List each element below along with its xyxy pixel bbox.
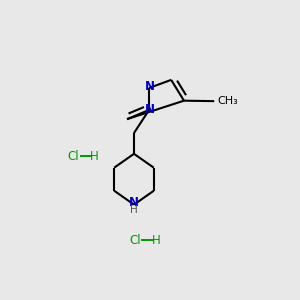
Text: Cl: Cl: [129, 234, 141, 247]
Text: H: H: [90, 150, 99, 163]
Text: N: N: [145, 103, 154, 116]
Text: N: N: [129, 196, 139, 209]
Text: N: N: [145, 80, 154, 93]
Text: H: H: [130, 206, 138, 215]
Text: Cl: Cl: [68, 150, 79, 163]
Text: CH₃: CH₃: [217, 96, 238, 106]
Text: H: H: [152, 234, 161, 247]
